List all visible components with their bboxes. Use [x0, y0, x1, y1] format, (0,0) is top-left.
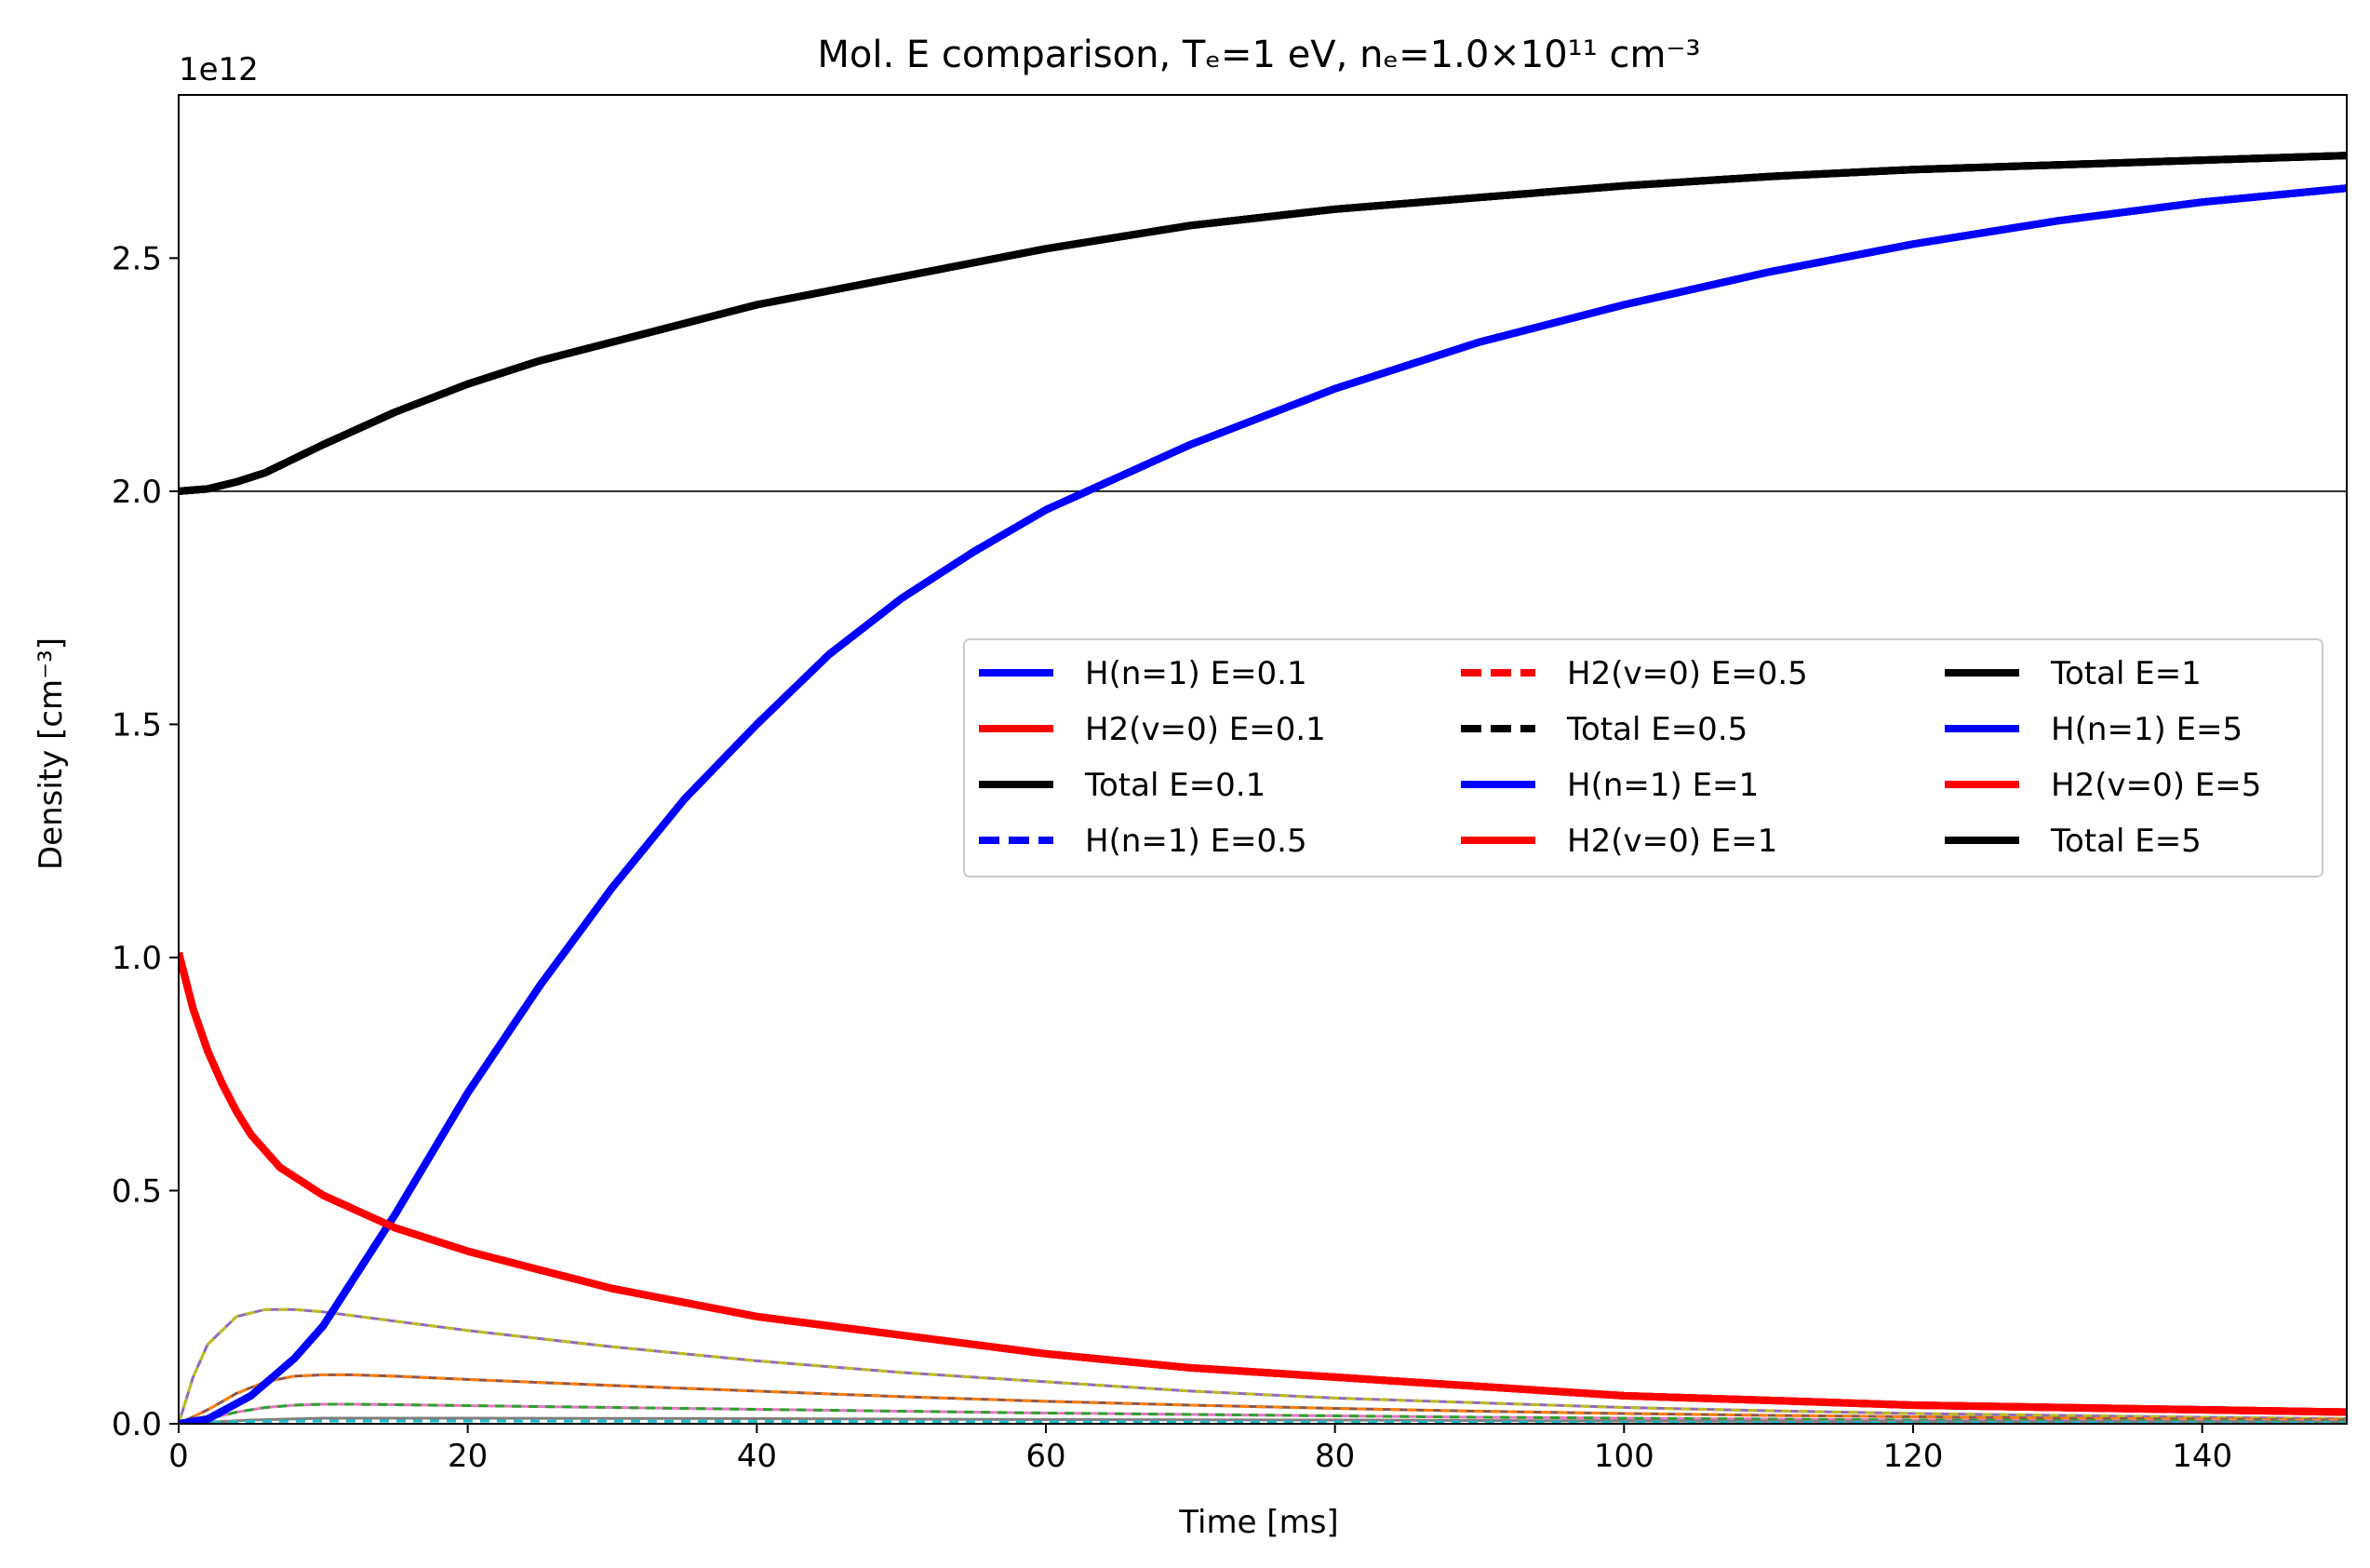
series-line-11	[179, 152, 2347, 495]
legend-entry: H(n=1) E=0.5	[1085, 823, 1307, 860]
y-tick-label: 1.0	[112, 940, 162, 977]
chart-title: Mol. E comparison, Tₑ=1 eV, nₑ=1.0×10¹¹ …	[817, 34, 1700, 76]
y-tick-label: 2.0	[112, 474, 162, 511]
legend: H(n=1) E=0.1 H2(v=0) E=0.1 Total E=0.1 H(n=…	[963, 638, 2323, 878]
y-offset-label: 1e12	[179, 51, 259, 88]
y-tick-label: 0.0	[112, 1406, 162, 1443]
legend-entry: H(n=1) E=1	[1567, 767, 1759, 804]
legend-entry: H2(v=0) E=5	[2051, 767, 2261, 804]
legend-entry: Total E=0.5	[1566, 711, 1747, 748]
legend-entry: H2(v=0) E=1	[1567, 823, 1777, 860]
axes-layer: 0 20 40 60 80 100 120 140 0.0 0.5 1.0 1.5 2.0 2.5	[112, 94, 2348, 1475]
x-tick-label: 40	[737, 1438, 777, 1475]
minor-series-line-1	[179, 1307, 2347, 1424]
legend-entry: H(n=1) E=5	[2051, 711, 2243, 748]
axes-frame	[178, 94, 2348, 1425]
x-tick-label: 80	[1315, 1438, 1355, 1475]
minor-series-line-7	[179, 1419, 2347, 1424]
legend-entry: Total E=5	[2050, 823, 2202, 860]
minor-series-line-3	[179, 1373, 2347, 1424]
legend-entry: H(n=1) E=0.1	[1085, 655, 1307, 692]
legend-entry: Total E=0.1	[1084, 767, 1265, 804]
x-tick-label: 120	[1883, 1438, 1944, 1475]
minor-series-line-5	[179, 1402, 2347, 1424]
x-tick-label: 20	[448, 1438, 488, 1475]
y-tick-label: 1.5	[112, 706, 162, 744]
legend-entry: Total E=1	[2050, 655, 2202, 692]
series-layer	[179, 152, 2347, 1424]
series-line-10	[179, 951, 2347, 1416]
y-axis-label: Density [cm⁻³]	[33, 637, 70, 870]
y-tick-label: 2.5	[112, 240, 162, 277]
series-line-9	[179, 184, 2347, 1424]
y-tick-label: 0.5	[112, 1173, 162, 1210]
x-tick-label: 0	[168, 1438, 189, 1475]
x-axis-label: Time [ms]	[1178, 1504, 1338, 1541]
legend-entry: H2(v=0) E=0.1	[1085, 711, 1326, 748]
legend-entry: H2(v=0) E=0.5	[1567, 655, 1808, 692]
x-tick-label: 60	[1025, 1438, 1065, 1475]
minor-series-line-6	[179, 1416, 2347, 1424]
x-tick-label: 140	[2172, 1438, 2232, 1475]
legend-box	[963, 638, 2323, 878]
x-tick-label: 100	[1594, 1438, 1654, 1475]
plot-area	[179, 152, 2347, 1424]
